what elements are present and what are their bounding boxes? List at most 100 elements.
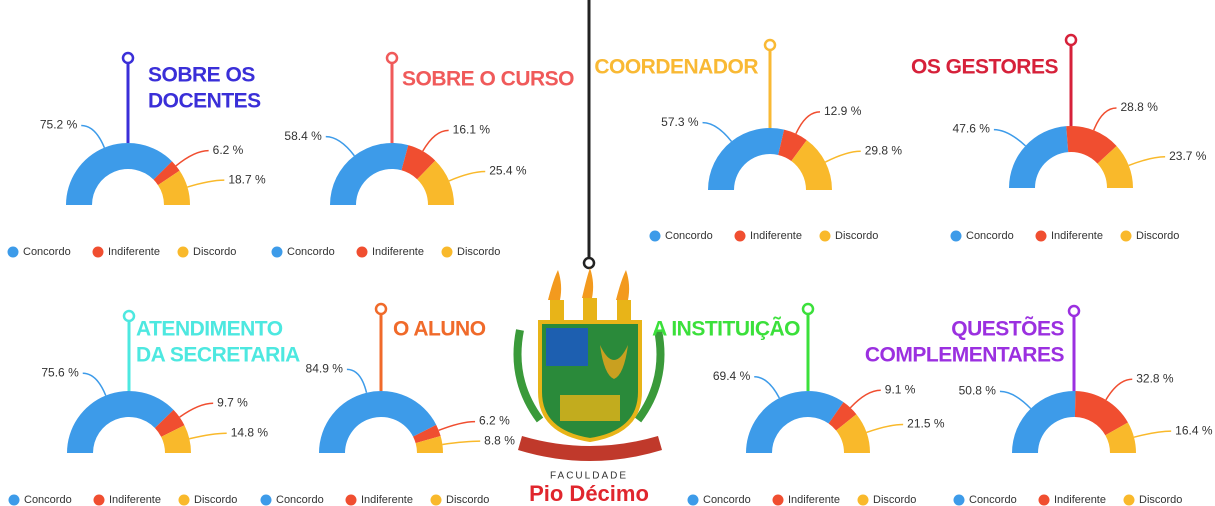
legend-label: Discordo [1136,230,1179,242]
logo-name: Pio Décimo [529,481,649,506]
legend-label: Discordo [446,494,489,506]
donut-slice [778,129,807,162]
value-label: 23.7 % [1169,149,1207,163]
chart-title: DOCENTES [148,90,261,113]
chart-title: COMPLEMENTARES [865,344,1065,367]
leader-line [175,149,209,167]
chart-title: O ALUNO [393,318,486,341]
donut-slice [401,145,436,180]
legend-swatch [1123,494,1135,506]
leader-line [448,170,486,182]
value-label: 29.8 % [865,143,903,157]
leader-line [189,432,227,440]
leader-line [1093,107,1117,131]
legend-swatch [1120,230,1132,242]
stick-knob [374,302,388,316]
legend-swatch [93,494,105,506]
donut-slice [1012,391,1076,453]
donut-slice [67,390,174,453]
donut-slice [319,391,437,453]
stick-knob [801,302,815,316]
value-label: 47.6 % [953,122,991,136]
value-label: 32.8 % [1136,371,1174,385]
donut-slice [161,425,191,453]
stick-knob [122,309,136,323]
legend-swatch [441,246,453,258]
donut-slice [836,414,870,453]
leader-line [999,390,1032,410]
stick-knob [763,38,777,52]
stick-knob [1064,33,1078,47]
leader-line [179,402,214,418]
legend-label: Discordo [194,494,237,506]
legend-swatch [953,494,965,506]
legend-label: Discordo [835,230,878,242]
value-label: 14.8 % [231,425,269,439]
leader-line [824,150,861,163]
donut-slice [1097,146,1133,188]
legend-swatch [177,246,189,258]
donut-slice [746,391,844,453]
leader-line [993,128,1027,147]
leader-line [1133,430,1172,438]
stick-knob [385,51,399,65]
legend-swatch [345,494,357,506]
legend-swatch [271,246,283,258]
legend-label: Indiferente [1054,494,1106,506]
legend-label: Indiferente [750,230,802,242]
value-label: 75.2 % [40,118,78,132]
legend-label: Discordo [457,246,500,258]
stick-knob [121,51,135,65]
value-label: 57.3 % [661,115,699,129]
legend-swatch [92,246,104,258]
chart-title: QUESTÕES [951,317,1064,341]
leader-line [325,135,355,157]
chart-title: ATENDIMENTO [136,318,283,341]
value-label: 28.8 % [1121,100,1159,114]
emblem [513,0,665,461]
legend-swatch [8,494,20,506]
value-label: 12.9 % [824,104,862,118]
value-label: 6.2 % [213,143,244,157]
leader-line [1128,155,1166,167]
donut-slice [1009,126,1069,188]
legend-label: Discordo [193,246,236,258]
legend-label: Concordo [276,494,324,506]
legend-swatch [687,494,699,506]
donut-slice [330,143,409,205]
legend-swatch [260,494,272,506]
leader-line [795,111,821,135]
leader-line [346,368,368,393]
legend-swatch [649,230,661,242]
donut-slice [153,161,180,186]
leader-line [81,124,106,148]
legend-swatch [857,494,869,506]
value-label: 16.1 % [453,122,491,136]
legend-label: Indiferente [1051,230,1103,242]
chart-title: DA SECRETARIA [136,344,300,367]
value-label: 50.8 % [959,384,997,398]
legend-label: Discordo [1139,494,1182,506]
legend-swatch [430,494,442,506]
value-label: 21.5 % [907,417,945,431]
legend-label: Concordo [665,230,713,242]
leader-line [1105,378,1133,401]
legend-label: Concordo [969,494,1017,506]
chart-title: SOBRE O CURSO [402,68,574,91]
chart-title: OS GESTORES [911,56,1058,79]
value-label: 84.9 % [306,362,344,376]
legend-label: Indiferente [372,246,424,258]
legend-label: Concordo [703,494,751,506]
donut-slice [415,436,443,453]
legend-swatch [772,494,784,506]
value-label: 25.4 % [489,164,527,178]
leader-line [442,440,481,446]
value-label: 6.2 % [479,414,510,428]
legend-swatch [7,246,19,258]
leader-line [422,129,449,152]
legend-swatch [178,494,190,506]
value-label: 18.7 % [228,172,266,186]
leader-line [754,375,780,399]
leader-line [187,179,225,188]
donut-slice [791,140,832,190]
